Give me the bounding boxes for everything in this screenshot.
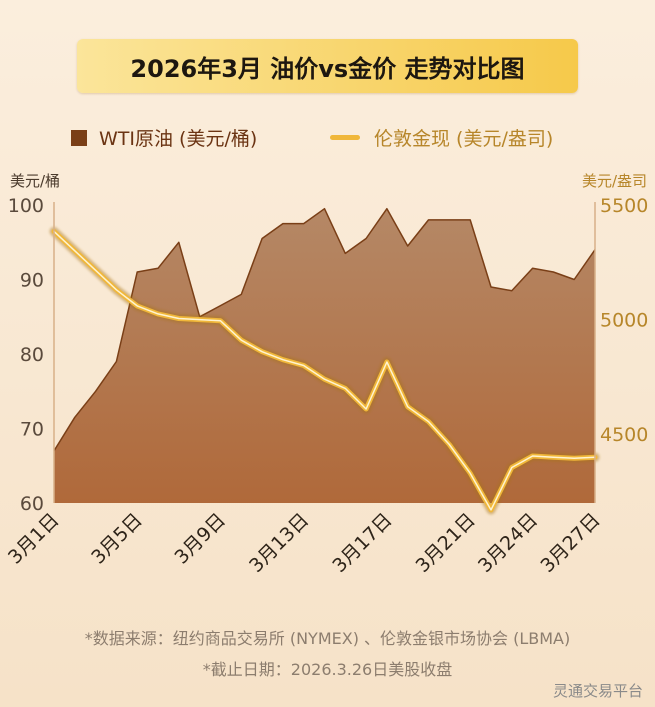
legend-swatch-gold [330, 135, 360, 140]
right-tick-label: 5000 [600, 310, 648, 332]
gold-line-highlight [53, 230, 596, 511]
legend-label-oil: WTI原油 (美元/桶) [99, 128, 258, 150]
x-tick-label: 3月24日 [474, 509, 542, 577]
x-tick-label: 3月5日 [87, 509, 147, 569]
left-tick-label: 100 [8, 195, 44, 217]
plot-area [49, 207, 600, 515]
oil-area [54, 208, 595, 503]
footnote-source: *数据来源：纽约商品交易所 (NYMEX) 、伦敦金银市场协会 (LBMA) [84, 629, 571, 648]
chart-title: 2026年3月 油价vs金价 走势对比图 [77, 39, 578, 93]
legend-label-gold: 伦敦金现 (美元/盎司) [374, 128, 554, 150]
left-tick-label: 60 [20, 493, 44, 515]
left-axis-unit: 美元/桶 [10, 172, 61, 190]
x-tick-label: 3月9日 [170, 509, 230, 569]
brand-watermark: 灵通交易平台 [552, 682, 643, 700]
oil-line [53, 207, 596, 452]
footnote-date: *截止日期：2026.3.26日美股收盘 [202, 660, 453, 679]
x-tick-label: 3月13日 [245, 509, 313, 577]
x-tick-label: 3月27日 [536, 509, 604, 577]
legend-item-gold: 伦敦金现 (美元/盎司) [330, 124, 553, 151]
legend-item-oil: WTI原油 (美元/桶) [71, 124, 257, 151]
legend-swatch-oil [71, 129, 87, 146]
right-tick-label: 4500 [600, 424, 648, 446]
right-tick-label: 5500 [600, 195, 648, 217]
x-tick-label: 3月17日 [328, 509, 396, 577]
x-tick-label: 3月21日 [412, 509, 480, 577]
chart-canvas: 60 70 80 90 100 4500 5000 5500 3月1日 3月5日 3月9日 3月13日… [4, 195, 648, 577]
left-tick-label: 80 [20, 344, 44, 366]
left-tick-label: 70 [20, 419, 44, 441]
left-tick-label: 90 [20, 270, 44, 292]
legend: WTI原油 (美元/桶) 伦敦金现 (美元/盎司) [0, 124, 655, 156]
x-tick-label: 3月1日 [4, 509, 64, 569]
right-axis-unit: 美元/盎司 [581, 172, 647, 190]
